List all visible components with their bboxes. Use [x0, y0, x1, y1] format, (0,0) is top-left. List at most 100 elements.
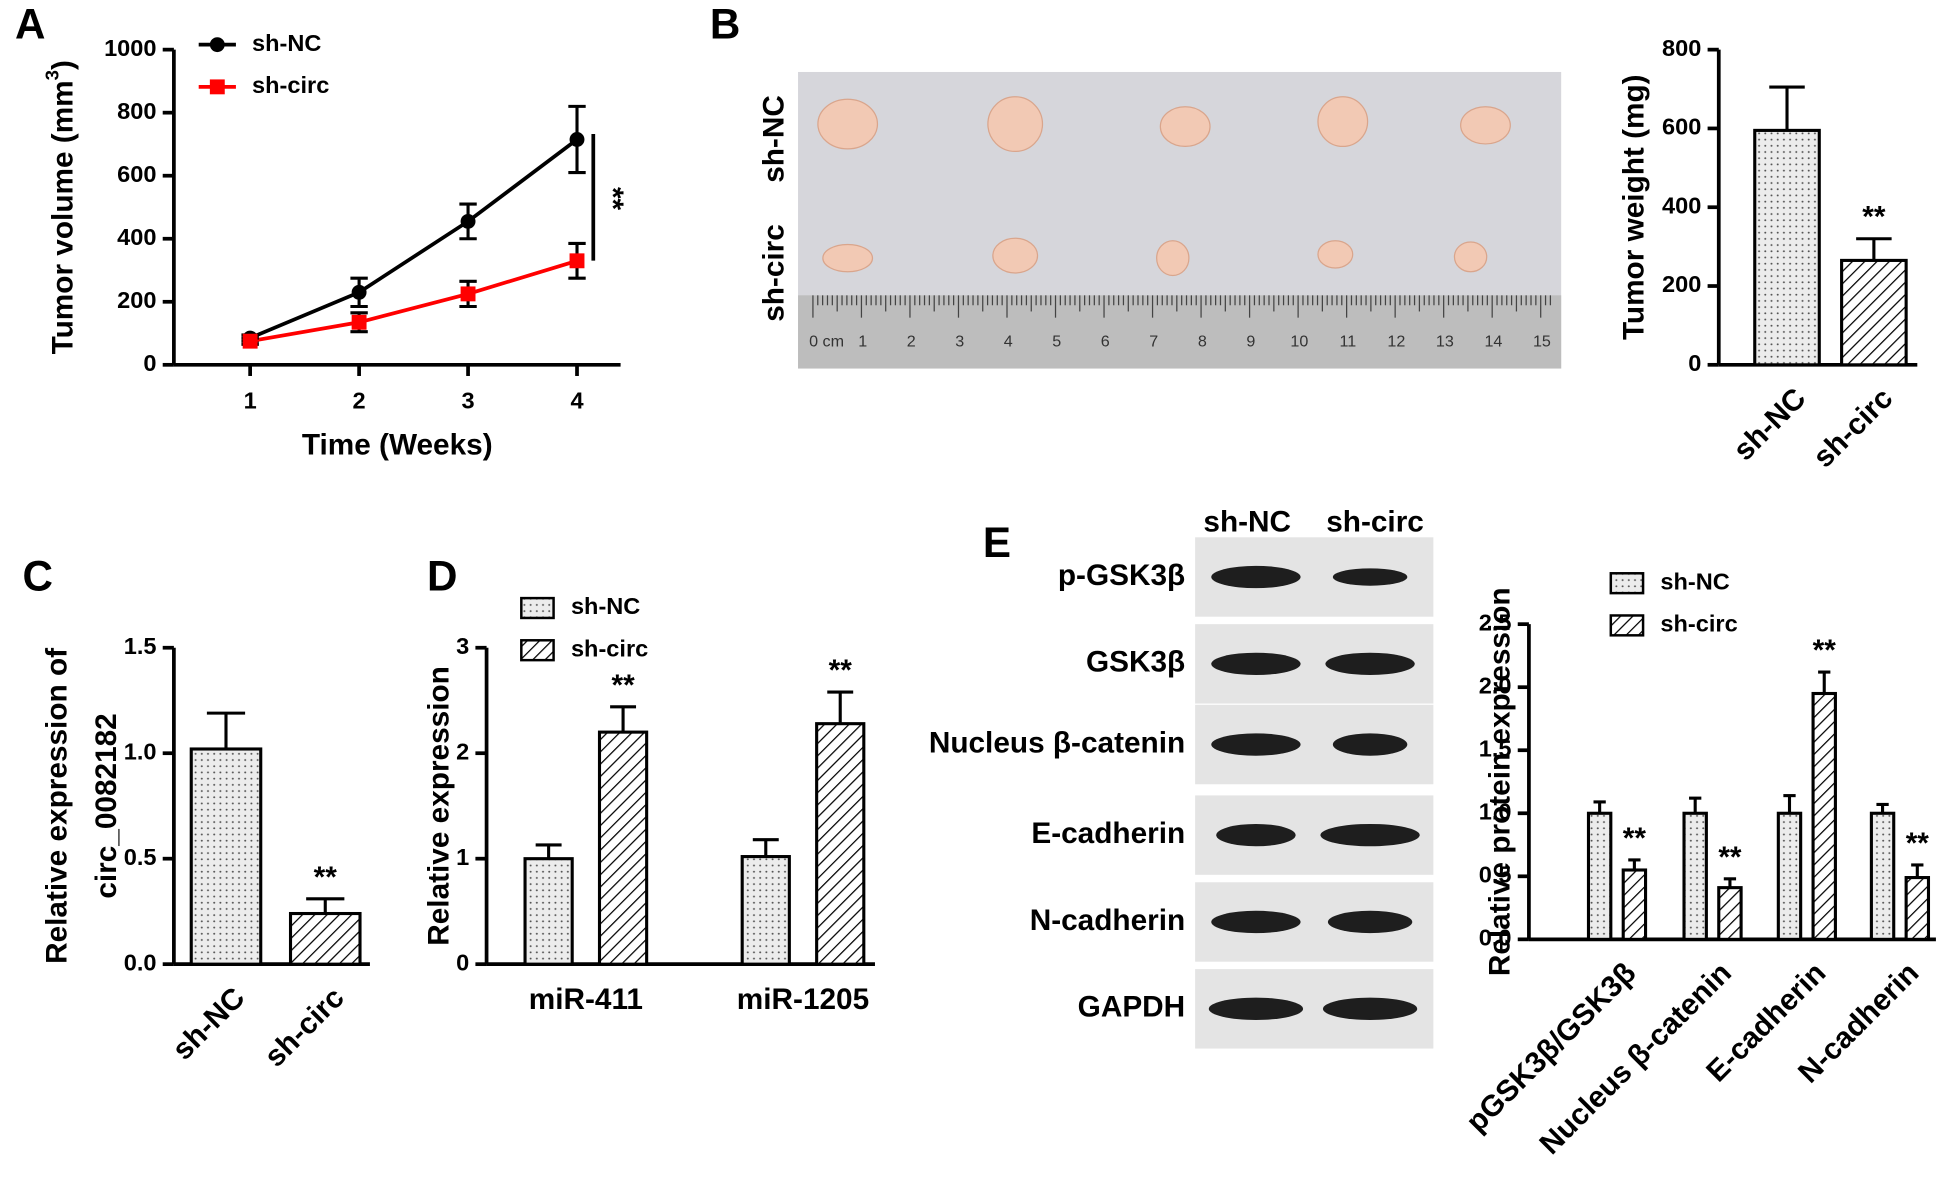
y-tick-label: 0.0	[124, 949, 157, 975]
bar	[1586, 811, 1613, 941]
blot-band	[1332, 733, 1408, 756]
x-tick-label: pGSK3β/GSK3β	[1460, 956, 1642, 1138]
bar	[1840, 258, 1908, 367]
bar	[815, 722, 866, 966]
bar	[1717, 886, 1743, 941]
blot-row-label: GSK3β	[1086, 646, 1185, 679]
y-tick-label: 0	[143, 350, 156, 376]
y-tick-label: 1	[456, 844, 469, 870]
legend-swatch	[520, 596, 555, 620]
tumor	[987, 96, 1044, 153]
y-tick-label: 1.5	[1479, 735, 1512, 761]
y-tick-label: 0	[456, 949, 469, 975]
bar	[523, 857, 574, 966]
legend-label: sh-circ	[571, 635, 648, 661]
ruler-label: 5	[1052, 333, 1061, 351]
y-tick-label: 3	[456, 633, 469, 659]
y-tick-label: 400	[117, 224, 156, 250]
y-tick-label: 1.5	[124, 633, 157, 659]
y-tick-label: 2.0	[1479, 672, 1512, 698]
ruler-label: 12	[1387, 333, 1405, 351]
blot-band	[1211, 565, 1301, 589]
legend-marker	[209, 79, 225, 95]
y-tick-label: 200	[1662, 271, 1701, 297]
bar	[288, 911, 362, 966]
x-tick-label: miR-1205	[737, 983, 869, 1016]
y-tick-label: 0.5	[124, 844, 157, 870]
panel-label: E	[983, 519, 1011, 566]
marker	[460, 213, 476, 229]
ruler-label: 0 cm	[809, 333, 844, 351]
series-line	[249, 259, 578, 344]
blot-band	[1208, 997, 1304, 1020]
blot-row-label: E-cadherin	[1031, 817, 1185, 850]
significance: **	[1623, 822, 1647, 855]
x-tick-label: 1	[244, 387, 257, 413]
legend-label: sh-circ	[1660, 611, 1737, 637]
x-tick-label: miR-411	[529, 983, 643, 1016]
tumor	[822, 243, 874, 273]
x-tick-label: sh-circ	[1807, 382, 1899, 474]
bar	[1621, 868, 1648, 941]
tumor	[1460, 106, 1511, 145]
blot-band	[1327, 910, 1413, 934]
ruler-label: 1	[858, 333, 867, 351]
bar	[740, 855, 791, 966]
significance: **	[829, 654, 853, 687]
ruler-label: 15	[1533, 333, 1551, 351]
significance: **	[1906, 827, 1930, 860]
blot-band	[1211, 910, 1301, 934]
x-tick-label: 2	[353, 387, 366, 413]
y-tick-label: 800	[117, 98, 156, 124]
bar	[1776, 811, 1803, 941]
ruler-label: 6	[1101, 333, 1110, 351]
ruler-label: 8	[1198, 333, 1207, 351]
panel-label: B	[710, 0, 740, 47]
y-tick-label: 600	[1662, 114, 1701, 140]
blot-band	[1211, 652, 1301, 676]
legend-swatch	[1609, 614, 1645, 637]
x-tick-label: 4	[570, 387, 583, 413]
y-tick-label: 0.0	[1479, 925, 1512, 951]
x-tick-label: 3	[461, 387, 474, 413]
panel-label: D	[427, 553, 457, 600]
significance: **	[1718, 841, 1742, 874]
legend-swatch	[520, 639, 555, 662]
y-axis-label: Relative expression of	[40, 648, 73, 964]
tumor	[1453, 241, 1488, 273]
blot-row-label: GAPDH	[1078, 991, 1186, 1024]
bar	[597, 730, 649, 966]
y-axis-label: Relative expression	[423, 666, 456, 946]
y-tick-label: 600	[117, 161, 156, 187]
y-tick-label: 1.0	[1479, 798, 1512, 824]
blot-band	[1211, 733, 1301, 756]
blot-band	[1320, 823, 1420, 847]
significance: **	[596, 187, 629, 211]
marker	[351, 284, 367, 300]
y-tick-label: 400	[1662, 192, 1701, 218]
blot-band	[1325, 652, 1415, 676]
blot-band	[1322, 997, 1418, 1020]
legend-label: sh-circ	[252, 72, 329, 98]
y-axis-label: circ_0082182	[90, 713, 123, 898]
blot-row-label: p-GSK3β	[1058, 559, 1185, 592]
y-tick-label: 0.5	[1479, 862, 1512, 888]
y-tick-label: 0	[1688, 350, 1701, 376]
significance: **	[611, 669, 635, 702]
y-tick-label: 200	[117, 287, 156, 313]
y-tick-label: 1.0	[124, 738, 157, 764]
tumor	[1317, 96, 1369, 148]
photo-row-label: sh-circ	[758, 224, 791, 322]
blot-band	[1216, 823, 1296, 847]
x-tick-label: sh-NC	[1727, 382, 1812, 467]
blot-row-label: N-cadherin	[1030, 904, 1185, 937]
ruler-label: 13	[1436, 333, 1454, 351]
blot-row-label: Nucleus β-catenin	[929, 726, 1185, 759]
y-axis-label: Relative protein expression	[1483, 587, 1516, 976]
y-axis-label-superscript: 3	[41, 70, 62, 80]
legend-marker	[209, 37, 225, 53]
y-tick-label: 2	[456, 738, 469, 764]
bar	[1904, 876, 1931, 941]
blot-band	[1332, 568, 1408, 586]
bar	[1869, 811, 1896, 941]
